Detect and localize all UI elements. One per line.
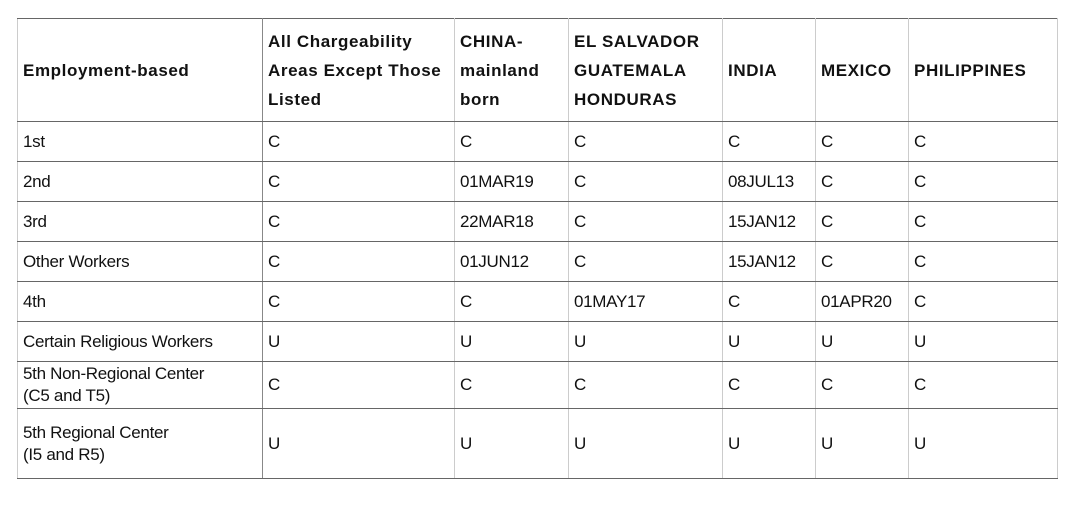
header-mexico: MEXICO: [815, 18, 909, 122]
row-category: Other Workers: [17, 241, 263, 282]
table-row: 2nd C 01MAR19 C 08JUL13 C C: [17, 161, 1058, 202]
table-cell: C: [908, 121, 1058, 162]
table-cell: C: [722, 281, 816, 322]
header-philippines: PHILIPPINES: [908, 18, 1058, 122]
table-cell: C: [815, 361, 909, 409]
table-cell: C: [908, 161, 1058, 202]
row-category: 2nd: [17, 161, 263, 202]
row-category: 5th Regional Center (I5 and R5): [17, 408, 263, 479]
table-cell: U: [262, 408, 455, 479]
table-cell: C: [815, 201, 909, 242]
table-cell: C: [908, 241, 1058, 282]
table-cell: U: [908, 321, 1058, 362]
table-cell: 01MAR19: [454, 161, 569, 202]
header-all-chargeability: All Chargeability Areas Except Those Lis…: [262, 18, 455, 122]
table-cell: C: [262, 361, 455, 409]
table-cell: 22MAR18: [454, 201, 569, 242]
table-cell: C: [262, 121, 455, 162]
table-cell: C: [454, 121, 569, 162]
header-employment-based: Employment-based: [17, 18, 263, 122]
table-cell: C: [908, 361, 1058, 409]
table-cell: C: [262, 241, 455, 282]
table-cell: 01APR20: [815, 281, 909, 322]
table-row: Other Workers C 01JUN12 C 15JAN12 C C: [17, 241, 1058, 282]
table-cell: U: [454, 408, 569, 479]
table-cell: U: [568, 408, 723, 479]
table-cell: U: [722, 408, 816, 479]
row-category: 3rd: [17, 201, 263, 242]
table-cell: U: [815, 408, 909, 479]
table-cell: C: [908, 281, 1058, 322]
header-india: INDIA: [722, 18, 816, 122]
table-cell: U: [908, 408, 1058, 479]
table-cell: 15JAN12: [722, 241, 816, 282]
visa-bulletin-table: Employment-based All Chargeability Areas…: [17, 18, 1058, 479]
table-cell: C: [722, 361, 816, 409]
table-cell: U: [454, 321, 569, 362]
table-cell: C: [568, 121, 723, 162]
table-cell: 01MAY17: [568, 281, 723, 322]
table-cell: C: [262, 201, 455, 242]
table-cell: U: [722, 321, 816, 362]
header-row: Employment-based All Chargeability Areas…: [17, 18, 1058, 122]
table-cell: C: [908, 201, 1058, 242]
table-row: Certain Religious Workers U U U U U U: [17, 321, 1058, 362]
header-china: CHINA-mainland born: [454, 18, 569, 122]
table-cell: C: [568, 361, 723, 409]
table-cell: C: [568, 241, 723, 282]
table-row: 1st C C C C C C: [17, 121, 1058, 162]
row-category: 1st: [17, 121, 263, 162]
table-cell: C: [815, 241, 909, 282]
table-cell: C: [262, 281, 455, 322]
table-cell: C: [815, 121, 909, 162]
table-row: 5th Regional Center (I5 and R5) U U U U U U: [17, 408, 1058, 479]
row-category: 5th Non-Regional Center (C5 and T5): [17, 361, 263, 409]
table-cell: U: [262, 321, 455, 362]
table-cell: C: [454, 361, 569, 409]
table-cell: C: [454, 281, 569, 322]
header-el-salvador: EL SALVADOR GUATEMALA HONDURAS: [568, 18, 723, 122]
table-cell: C: [568, 201, 723, 242]
row-category: 4th: [17, 281, 263, 322]
row-category: Certain Religious Workers: [17, 321, 263, 362]
table-row: 3rd C 22MAR18 C 15JAN12 C C: [17, 201, 1058, 242]
table-row: 5th Non-Regional Center (C5 and T5) C C C C C C: [17, 361, 1058, 409]
table-cell: U: [568, 321, 723, 362]
table-row: 4th C C 01MAY17 C 01APR20 C: [17, 281, 1058, 322]
table-cell: C: [262, 161, 455, 202]
table-cell: 08JUL13: [722, 161, 816, 202]
table-cell: 01JUN12: [454, 241, 569, 282]
table-cell: C: [568, 161, 723, 202]
table-cell: C: [722, 121, 816, 162]
table-cell: 15JAN12: [722, 201, 816, 242]
table-cell: U: [815, 321, 909, 362]
table-cell: C: [815, 161, 909, 202]
